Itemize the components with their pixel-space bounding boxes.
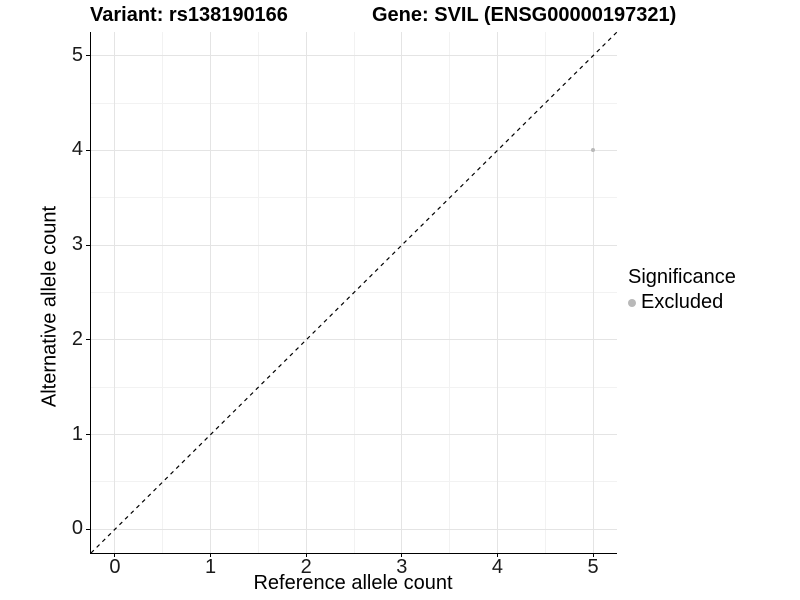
x-tick-label: 3: [396, 556, 408, 578]
gene-title: Gene: SVIL (ENSG00000197321): [372, 4, 677, 26]
y-tick-mark: [86, 528, 90, 530]
y-tick-label: 3: [71, 233, 83, 256]
gridline-minor-h: [91, 386, 617, 388]
gridline-major-v: [496, 32, 498, 553]
x-tick-mark: [496, 553, 498, 557]
legend-entry-excluded: Excluded: [628, 291, 736, 314]
gridline-minor-h: [91, 197, 617, 199]
legend-point-icon: [628, 298, 636, 307]
gridline-major-h: [91, 149, 617, 151]
plot-panel: 0 1 2 3 4 5 0 1 2 3 4 5: [72, 31, 618, 578]
gridline-major-h: [91, 244, 617, 246]
legend-title: Significance: [628, 266, 736, 288]
y-tick-mark: [86, 149, 90, 151]
gridline-major-v: [114, 32, 116, 553]
gridline-major-v: [210, 32, 212, 553]
gridline-major-v: [305, 32, 307, 553]
y-tick-label: 1: [71, 422, 83, 445]
y-axis-title: Alternative allele count: [38, 205, 61, 408]
y-tick-label: 2: [71, 327, 83, 350]
x-tick-mark: [210, 553, 212, 557]
x-tick-mark: [401, 553, 403, 557]
x-tick-label: 2: [300, 556, 312, 578]
gridline-major-h: [91, 528, 617, 530]
legend: Significance Excluded: [628, 266, 736, 314]
x-tick-mark: [114, 553, 116, 557]
y-tick-mark: [86, 339, 90, 341]
y-tick-label: 5: [71, 43, 83, 66]
x-tick-label: 1: [204, 556, 217, 578]
y-tick-label: 4: [71, 138, 83, 161]
x-tick-label: 5: [587, 556, 599, 578]
variant-title: Variant: rs138190166: [90, 4, 288, 26]
gridline-major-h: [91, 434, 617, 436]
gridline-major-v: [401, 32, 403, 553]
gridline-minor-h: [91, 481, 617, 483]
gridline-minor-h: [91, 102, 617, 104]
x-tick-label: 4: [491, 556, 504, 578]
x-axis-title: Reference allele count: [253, 572, 453, 594]
data-point-excluded: [591, 148, 596, 153]
gridline-major-v: [592, 32, 594, 553]
y-tick-mark: [86, 244, 90, 246]
gridline-major-h: [91, 339, 617, 341]
x-tick-mark: [592, 553, 594, 557]
x-tick-label: 0: [109, 556, 121, 578]
identity-dashed-line: [90, 31, 618, 554]
legend-entry-label: Excluded: [641, 291, 724, 313]
y-tick-mark: [86, 434, 90, 436]
x-tick-mark: [305, 553, 307, 557]
y-tick-label: 0: [71, 517, 83, 540]
y-tick-mark: [86, 55, 90, 57]
gridline-major-h: [91, 55, 617, 57]
